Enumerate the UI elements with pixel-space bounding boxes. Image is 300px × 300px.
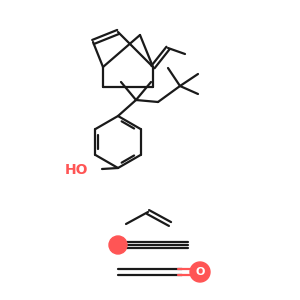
Text: O: O	[195, 267, 205, 277]
Circle shape	[109, 236, 127, 254]
Circle shape	[190, 262, 210, 282]
Text: HO: HO	[64, 163, 88, 177]
